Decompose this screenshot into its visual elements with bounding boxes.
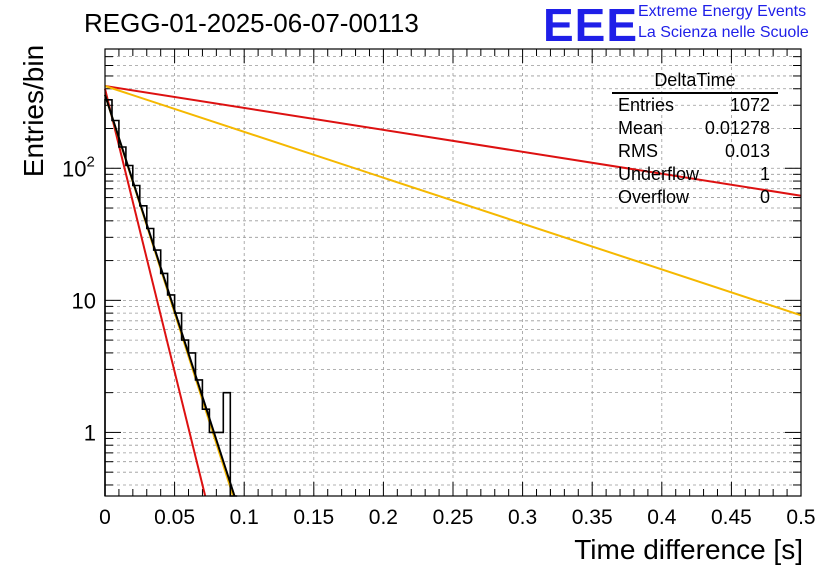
x-tick-label: 0.3 xyxy=(508,506,537,529)
stats-row-underflow: Underflow 1 xyxy=(612,163,778,186)
plot-frame xyxy=(104,48,802,497)
histogram-bars xyxy=(104,99,238,497)
x-tick-label: 0.35 xyxy=(572,506,613,529)
stats-value: 0.01278 xyxy=(704,118,770,138)
red-slow-fit xyxy=(104,85,802,197)
stats-label: Underflow xyxy=(618,164,700,184)
x-axis-label: Time difference [s] xyxy=(574,534,803,565)
axis-ticks xyxy=(104,48,802,496)
stats-value: 1 xyxy=(759,164,770,184)
x-tick-label: 0.15 xyxy=(293,506,334,529)
y-tick-label: 1 xyxy=(84,420,96,445)
x-tick-label: 0.1 xyxy=(230,506,259,529)
stats-value: 0 xyxy=(759,187,770,207)
red-steep-fit xyxy=(104,88,207,497)
x-tick-label: 0.4 xyxy=(647,506,677,529)
x-tick-label: 0 xyxy=(99,506,111,529)
stats-box-title: DeltaTime xyxy=(612,70,778,94)
stats-value: 0.013 xyxy=(724,141,770,161)
stats-row-entries: Entries 1072 xyxy=(612,94,778,117)
x-tick-label: 0.05 xyxy=(154,506,195,529)
yellow-slow-fit xyxy=(104,85,802,317)
y-tick-label: 10 xyxy=(72,288,96,313)
stats-label: Entries xyxy=(618,95,675,115)
stats-box: DeltaTime Entries 1072 Mean 0.01278 RMS … xyxy=(612,70,778,209)
stats-row-overflow: Overflow 0 xyxy=(612,186,778,209)
tick-labels: 0 0.05 0.1 0.15 0.2 0.25 0.3 0.35 0.4 0.45 0.51101… xyxy=(62,153,816,529)
y-tick-label: 102 xyxy=(62,153,95,181)
stats-label: Overflow xyxy=(618,187,690,207)
stats-row-rms: RMS 0.013 xyxy=(612,140,778,163)
chart-title: REGG-01-2025-06-07-00113 xyxy=(84,8,419,38)
stats-row-mean: Mean 0.01278 xyxy=(612,117,778,140)
org-name-line2: La Scienza nelle Scuole xyxy=(638,24,809,41)
stats-label: Mean xyxy=(618,118,664,138)
stats-label: RMS xyxy=(618,141,658,161)
y-axis-label: Entries/bin xyxy=(18,44,49,178)
org-name-line1: Extreme Energy Events xyxy=(638,3,807,20)
x-tick-label: 0.25 xyxy=(433,506,474,529)
eee-logo: EEE xyxy=(543,0,639,51)
histogram xyxy=(104,99,238,497)
x-tick-label: 0.45 xyxy=(711,506,752,529)
stats-value: 1072 xyxy=(729,95,770,115)
x-tick-label: 0.5 xyxy=(786,506,815,529)
x-tick-label: 0.2 xyxy=(369,506,398,529)
